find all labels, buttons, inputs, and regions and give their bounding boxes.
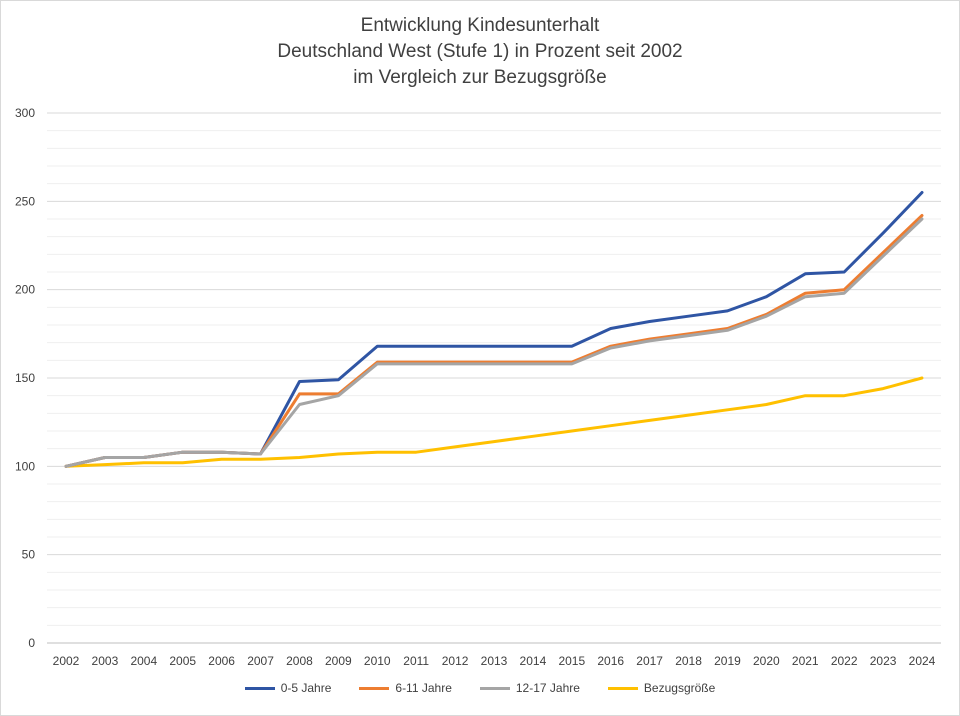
x-tick-label: 2016 <box>597 654 624 668</box>
legend-swatch <box>244 686 275 690</box>
x-tick-label: 2019 <box>714 654 741 668</box>
y-tick-label: 50 <box>22 548 36 562</box>
x-tick-label: 2011 <box>403 654 429 668</box>
series-line <box>64 376 924 468</box>
x-tick-label: 2003 <box>92 654 119 668</box>
x-tick-label: 2023 <box>870 654 897 668</box>
x-tick-label: 2009 <box>325 654 352 668</box>
x-tick-label: 2022 <box>831 654 858 668</box>
y-axis: 0 50 100 150 200 250 300 <box>15 106 35 650</box>
chart-title: Entwicklung Kindesunterhalt Deutschland … <box>1 13 959 91</box>
x-tick-label: 2008 <box>286 654 313 668</box>
legend-item: 12-17 Jahre <box>479 681 580 695</box>
series-line <box>64 214 924 468</box>
minor-gridlines <box>47 130 941 626</box>
y-tick-label: 100 <box>15 459 35 473</box>
x-tick-label: 2021 <box>792 654 819 668</box>
x-tick-label: 2014 <box>520 654 547 668</box>
legend-swatch <box>479 686 510 690</box>
chart-legend: 0-5 Jahre 6-11 Jahre 12-17 Jahre Bezugsgröß… <box>1 681 959 695</box>
x-tick-label: 2018 <box>675 654 702 668</box>
legend-item: 0-5 Jahre <box>244 681 332 695</box>
series-lines <box>64 191 924 468</box>
legend-swatch <box>607 686 638 690</box>
y-tick-label: 200 <box>15 283 35 297</box>
x-axis: 2002 2003 2004 2005 2006 2007 2008 2009 2010 2011… <box>53 654 936 668</box>
y-tick-label: 300 <box>15 106 35 120</box>
x-tick-label: 2010 <box>364 654 391 668</box>
legend-label: 12-17 Jahre <box>515 681 580 695</box>
legend-label: 6-11 Jahre <box>395 681 452 695</box>
x-tick-label: 2004 <box>130 654 157 668</box>
y-tick-label: 150 <box>15 371 35 385</box>
legend-swatch <box>359 686 390 690</box>
legend-item: Bezugsgröße <box>607 681 716 695</box>
x-tick-label: 2017 <box>636 654 663 668</box>
chart-title-line-2: Deutschland West (Stufe 1) in Prozent se… <box>277 41 683 62</box>
x-tick-label: 2006 <box>208 654 235 668</box>
x-tick-label: 2005 <box>169 654 196 668</box>
chart-title-line-1: Entwicklung Kindesunterhalt <box>360 15 600 36</box>
legend-label: 0-5 Jahre <box>280 681 332 695</box>
series-line <box>64 191 924 468</box>
series-line <box>64 217 924 468</box>
x-tick-label: 2020 <box>753 654 780 668</box>
y-tick-label: 0 <box>28 636 35 650</box>
x-tick-label: 2013 <box>481 654 508 668</box>
legend-item: 6-11 Jahre <box>359 681 452 695</box>
legend-label: Bezugsgröße <box>643 681 716 695</box>
x-tick-label: 2015 <box>558 654 585 668</box>
y-tick-label: 250 <box>15 194 35 208</box>
chart-title-line-3: im Vergleich zur Bezugsgröße <box>353 67 607 88</box>
x-tick-label: 2007 <box>247 654 274 668</box>
x-tick-label: 2012 <box>442 654 469 668</box>
x-tick-label: 2024 <box>909 654 936 668</box>
major-gridlines <box>47 112 941 644</box>
x-tick-label: 2002 <box>53 654 80 668</box>
